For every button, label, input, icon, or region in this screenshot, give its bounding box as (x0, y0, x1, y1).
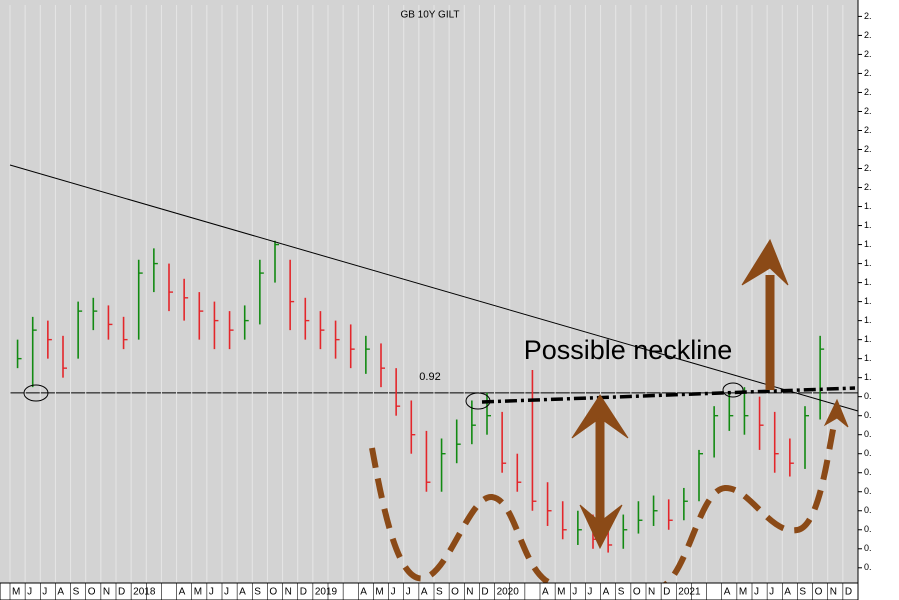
y-tick-label: 2. (864, 68, 872, 78)
x-tick-label: M (375, 587, 383, 598)
x-tick-label: S (618, 587, 625, 598)
x-tick-label: D (300, 587, 307, 598)
y-tick-label: 0. (864, 429, 872, 439)
x-tick-label: M (557, 587, 565, 598)
y-tick-label: 0. (864, 524, 872, 534)
x-tick-label: A (603, 587, 610, 598)
x-tick-label: A (179, 587, 186, 598)
y-tick-label: 1. (864, 277, 872, 287)
y-tick-label: 0. (864, 543, 872, 553)
x-tick-label: A (421, 587, 428, 598)
marker-ellipse (722, 382, 744, 398)
y-axis-area (858, 0, 899, 600)
x-tick-label: N (830, 587, 837, 598)
trend-line (9, 164, 859, 412)
y-tick-label: 0. (864, 448, 872, 458)
x-tick-label: 2020 (497, 587, 520, 598)
x-tick-label: J (754, 587, 759, 598)
y-tick-label: 1. (864, 334, 872, 344)
marker-ellipse (23, 384, 49, 402)
y-tick-label: 2. (864, 30, 872, 40)
x-tick-label: J (224, 587, 229, 598)
x-tick-label: O (88, 587, 96, 598)
y-tick-label: 0. (864, 562, 872, 572)
x-tick-label: M (12, 587, 20, 598)
y-tick-label: 0. (864, 467, 872, 477)
x-tick-label: S (436, 587, 443, 598)
chart-title: GB 10Y GILT (400, 10, 459, 21)
arrows (571, 238, 849, 550)
x-tick-label: J (42, 587, 47, 598)
y-tick-label: 1. (864, 372, 872, 382)
arrow-head (741, 238, 789, 286)
marker-ellipse (465, 392, 491, 410)
x-tick-label: S (799, 587, 806, 598)
y-tick-label: 1. (864, 239, 872, 249)
x-tick-label: N (466, 587, 473, 598)
x-tick-label: S (254, 587, 261, 598)
x-tick-label: D (845, 587, 852, 598)
grid (9, 5, 858, 583)
y-tick-label: 1. (864, 258, 872, 268)
x-tick-label: D (481, 587, 488, 598)
x-tick-label: J (572, 587, 577, 598)
y-tick-label: 1. (864, 353, 872, 363)
x-tick-label: J (406, 587, 411, 598)
x-tick-label: N (103, 587, 110, 598)
x-tick-label: J (587, 587, 592, 598)
bars (16, 240, 825, 553)
y-tick-label: 2. (864, 49, 872, 59)
plot-area (0, 0, 858, 583)
y-tick-label: 2. (864, 87, 872, 97)
x-tick-label: D (663, 587, 670, 598)
y-tick-label: 1. (864, 315, 872, 325)
x-tick-label: A (360, 587, 367, 598)
x-tick-label: O (815, 587, 823, 598)
y-tick-label: 2. (864, 182, 872, 192)
x-tick-label: A (542, 587, 549, 598)
y-tick-label: 1. (864, 296, 872, 306)
x-tick-label: N (285, 587, 292, 598)
annotation: Possible neckline (524, 335, 733, 365)
x-tick-label: D (118, 587, 125, 598)
arrow-head (579, 504, 623, 550)
y-tick-label: 1. (864, 220, 872, 230)
neckline (481, 386, 856, 404)
x-tick-label: A (57, 587, 64, 598)
x-tick-label: S (73, 587, 80, 598)
x-tick-label: N (648, 587, 655, 598)
x-tick-label: A (724, 587, 731, 598)
x-tick-label: M (739, 587, 747, 598)
y-tick-label: 2. (864, 125, 872, 135)
y-tick-label: 0. (864, 505, 872, 515)
x-tick-label: O (451, 587, 459, 598)
x-axis-area (0, 582, 859, 600)
x-tick-label: M (194, 587, 202, 598)
x-tick-label: A (239, 587, 246, 598)
y-tick-label: 0. (864, 391, 872, 401)
arrow-head (571, 394, 629, 439)
x-tick-label: J (209, 587, 214, 598)
y-tick-label: 2. (864, 144, 872, 154)
x-tick-label: 2018 (133, 587, 156, 598)
y-tick-label: 2. (864, 11, 872, 21)
y-tick-label: 1. (864, 201, 872, 211)
x-tick-label: 2019 (315, 587, 338, 598)
level-label: 0.92 (419, 371, 440, 383)
x-tick-label: J (391, 587, 396, 598)
y-tick-label: 0. (864, 410, 872, 420)
x-tick-label: 2021 (678, 587, 701, 598)
y-tick-label: 2. (864, 163, 872, 173)
y-tick-label: 2. (864, 106, 872, 116)
x-tick-label: J (27, 587, 32, 598)
arrow-head (823, 398, 849, 428)
x-tick-label: O (269, 587, 277, 598)
y-tick-label: 0. (864, 486, 872, 496)
x-tick-label: O (633, 587, 641, 598)
x-tick-label: A (784, 587, 791, 598)
x-tick-label: J (769, 587, 774, 598)
